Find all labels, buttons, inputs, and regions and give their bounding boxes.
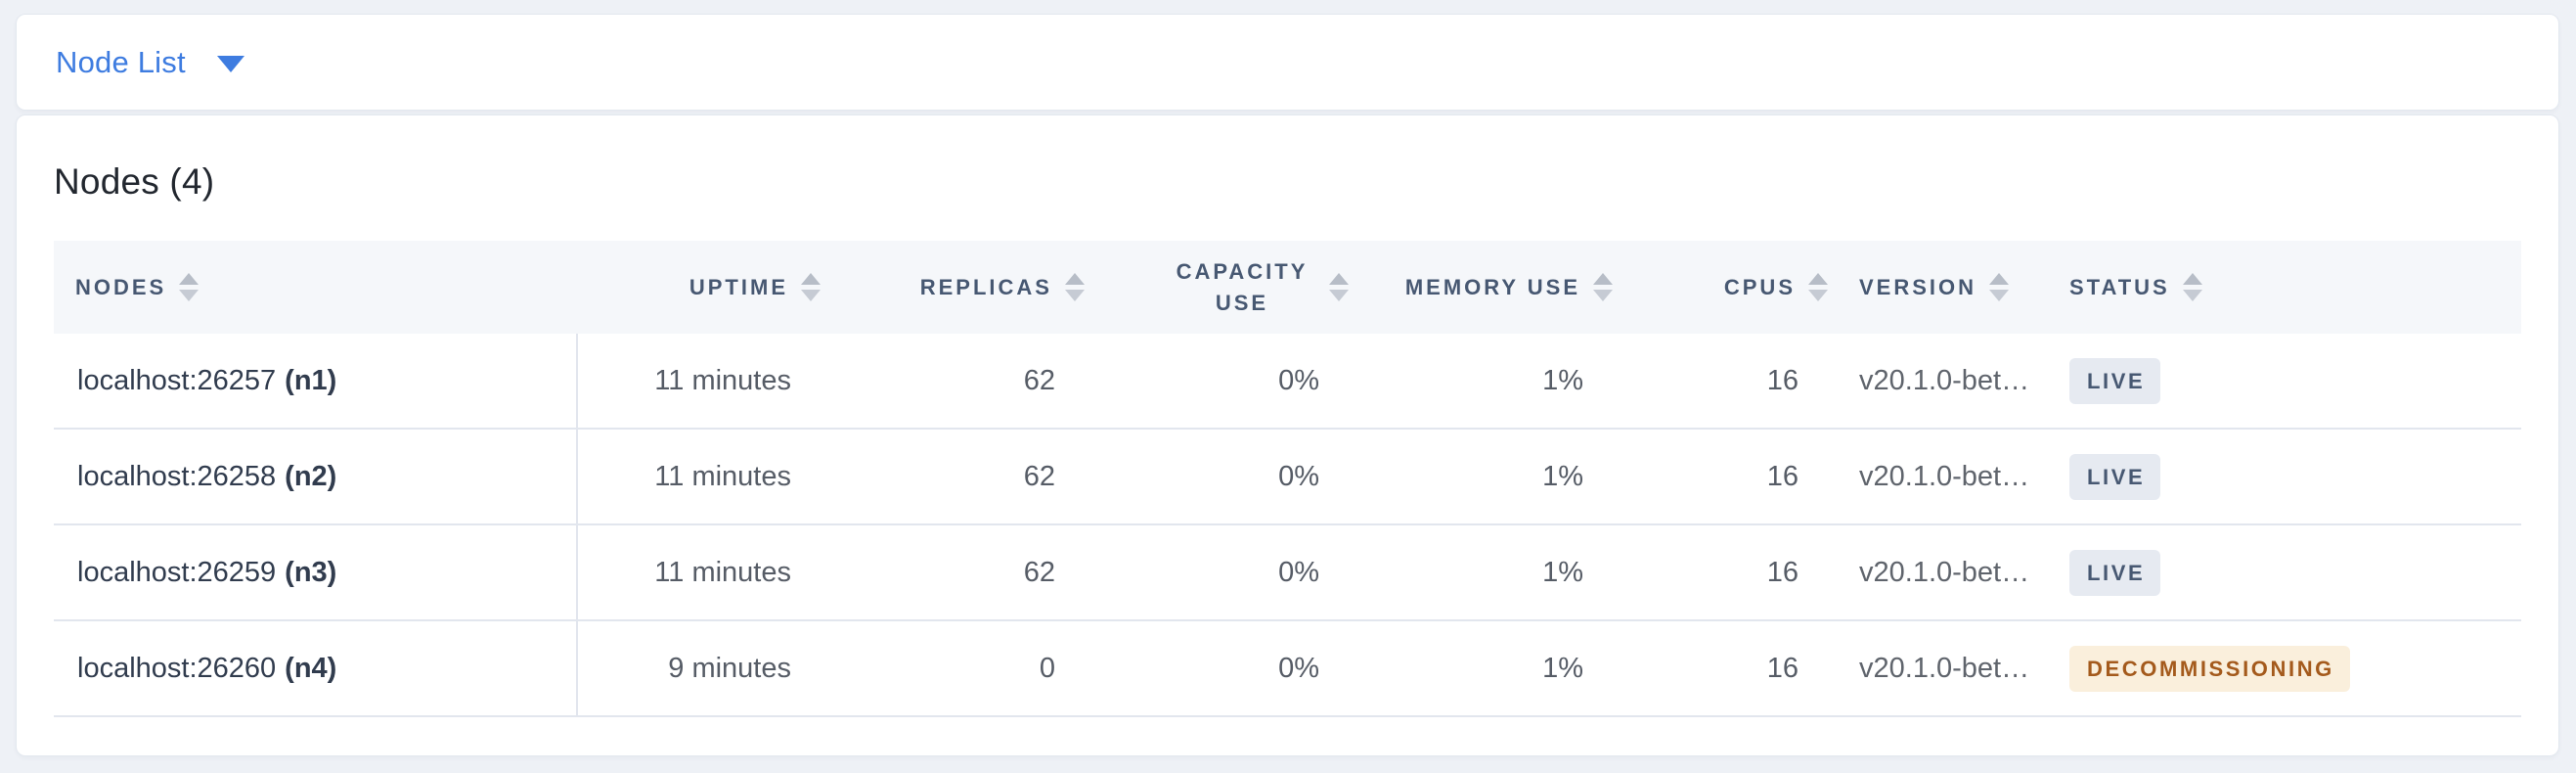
view-dropdown-label: Node List xyxy=(56,44,186,79)
column-header-uptime[interactable]: UPTIME xyxy=(578,241,832,334)
view-selector-bar: Node List xyxy=(16,14,2559,111)
cell-cpus: 16 xyxy=(1766,460,1799,492)
view-dropdown[interactable]: Node List xyxy=(56,45,244,80)
cell-uptime: 11 minutes xyxy=(654,364,791,396)
sort-icon xyxy=(1065,273,1085,301)
cell-cpus: 16 xyxy=(1766,556,1799,588)
node-id: (n1) xyxy=(285,364,337,396)
cell-status: LIVE xyxy=(2050,334,2521,428)
cell-node: localhost:26257 (n1) xyxy=(54,334,578,428)
sort-icon xyxy=(1808,273,1828,301)
node-id: (n4) xyxy=(285,652,337,684)
status-badge: LIVE xyxy=(2069,453,2161,500)
table-header-row: NODES UPTIME REPLICAS CAPACITY USE MEMOR… xyxy=(54,241,2521,334)
cell-replicas: 0 xyxy=(1039,652,1055,684)
cell-uptime: 11 minutes xyxy=(654,460,791,492)
nodes-panel: Nodes (4) NODES UPTIME REPLICAS CAPACITY… xyxy=(16,114,2559,756)
sort-icon xyxy=(1989,273,2010,301)
table-body: localhost:26257 (n1) 11 minutes 62 0% 1%… xyxy=(54,334,2521,717)
column-header-nodes[interactable]: NODES xyxy=(54,241,578,334)
column-header-status[interactable]: STATUS xyxy=(2050,241,2521,334)
node-address: localhost:26260 xyxy=(77,652,277,684)
cell-version: v20.1.0-bet… xyxy=(1859,652,2030,684)
cell-cpus: 16 xyxy=(1766,652,1799,684)
cell-memory-use: 1% xyxy=(1542,460,1583,492)
cell-node: localhost:26259 (n3) xyxy=(54,525,578,619)
status-badge: DECOMMISSIONING xyxy=(2069,645,2350,692)
cell-capacity-use: 0% xyxy=(1278,556,1319,588)
node-address: localhost:26257 xyxy=(77,364,277,396)
cell-replicas: 62 xyxy=(1023,460,1055,492)
cell-node: localhost:26260 (n4) xyxy=(54,621,578,715)
cell-capacity-use: 0% xyxy=(1278,364,1319,396)
status-badge: LIVE xyxy=(2069,357,2161,404)
node-address: localhost:26259 xyxy=(77,556,277,588)
column-header-capacity-use[interactable]: CAPACITY USE xyxy=(1096,241,1360,334)
cell-status: LIVE xyxy=(2050,430,2521,523)
cell-status: DECOMMISSIONING xyxy=(2050,621,2521,715)
cell-memory-use: 1% xyxy=(1542,364,1583,396)
page-title: Nodes (4) xyxy=(54,161,215,202)
node-id: (n2) xyxy=(285,460,337,492)
sort-icon xyxy=(1593,273,1613,301)
cell-uptime: 11 minutes xyxy=(654,556,791,588)
sort-icon xyxy=(179,273,200,301)
cell-capacity-use: 0% xyxy=(1278,652,1319,684)
cell-cpus: 16 xyxy=(1766,364,1799,396)
column-header-replicas[interactable]: REPLICAS xyxy=(832,241,1096,334)
nodes-table: NODES UPTIME REPLICAS CAPACITY USE MEMOR… xyxy=(54,241,2521,717)
cell-replicas: 62 xyxy=(1023,556,1055,588)
cell-version: v20.1.0-bet… xyxy=(1859,364,2030,396)
cell-version: v20.1.0-bet… xyxy=(1859,556,2030,588)
sort-icon xyxy=(801,273,821,301)
cell-version: v20.1.0-bet… xyxy=(1859,460,2030,492)
cell-replicas: 62 xyxy=(1023,364,1055,396)
column-header-cpus[interactable]: CPUS xyxy=(1624,241,1840,334)
table-row[interactable]: localhost:26260 (n4) 9 minutes 0 0% 1% 1… xyxy=(54,621,2521,717)
column-header-version[interactable]: VERSION xyxy=(1840,241,2050,334)
chevron-down-icon xyxy=(216,55,244,72)
cell-uptime: 9 minutes xyxy=(668,652,791,684)
cell-status: LIVE xyxy=(2050,525,2521,619)
sort-icon xyxy=(2182,273,2202,301)
sort-icon xyxy=(1329,273,1349,301)
table-row[interactable]: localhost:26257 (n1) 11 minutes 62 0% 1%… xyxy=(54,334,2521,430)
table-row[interactable]: localhost:26258 (n2) 11 minutes 62 0% 1%… xyxy=(54,430,2521,525)
cell-capacity-use: 0% xyxy=(1278,460,1319,492)
node-id: (n3) xyxy=(285,556,337,588)
cell-memory-use: 1% xyxy=(1542,652,1583,684)
cell-node: localhost:26258 (n2) xyxy=(54,430,578,523)
node-address: localhost:26258 xyxy=(77,460,277,492)
table-row[interactable]: localhost:26259 (n3) 11 minutes 62 0% 1%… xyxy=(54,525,2521,621)
cell-memory-use: 1% xyxy=(1542,556,1583,588)
column-header-memory-use[interactable]: MEMORY USE xyxy=(1360,241,1624,334)
status-badge: LIVE xyxy=(2069,549,2161,596)
